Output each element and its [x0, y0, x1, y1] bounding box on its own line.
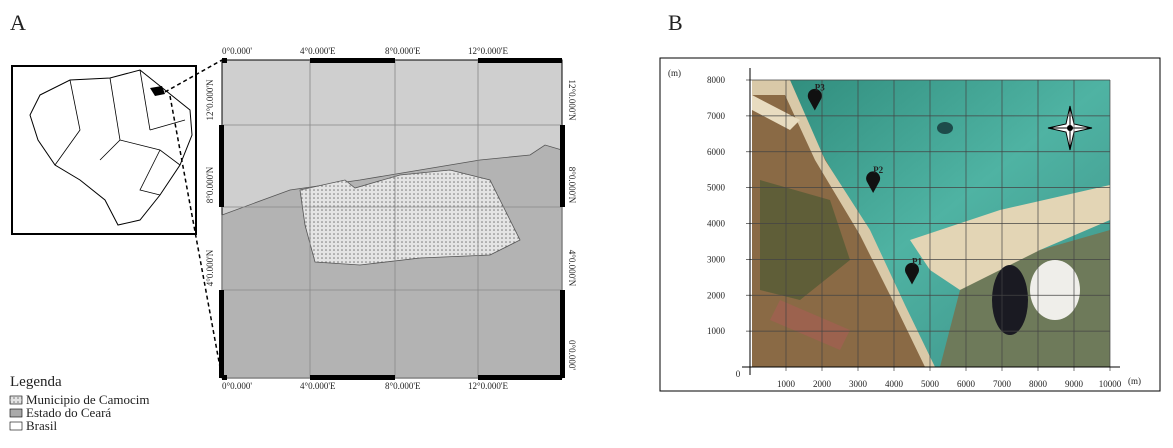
- legend-swatch: [9, 408, 23, 418]
- x-tick-label: 9000: [1065, 379, 1084, 389]
- coord-label: 12°0.000'N: [205, 79, 215, 120]
- point-label: P3: [815, 82, 825, 92]
- coord-label: 8°0.000'E: [385, 46, 421, 56]
- coord-label: 4°0.000'N: [205, 249, 215, 286]
- coord-label: 8°0.000'N: [205, 166, 215, 203]
- ceara-inset: [150, 86, 165, 96]
- y-unit: (m): [668, 68, 681, 78]
- y-tick-label: 3000: [707, 254, 726, 264]
- coord-label: 0°0.000': [222, 46, 252, 56]
- zoom-line: [164, 59, 223, 93]
- y-tick-label: 6000: [707, 147, 726, 157]
- coord-label: 12°0.000'N: [567, 80, 577, 121]
- x-tick-label: 7000: [993, 379, 1012, 389]
- coord-label: 8°0.000'E: [385, 381, 421, 391]
- camocim-municipality: [299, 169, 521, 266]
- coord-label: 12°0.000'E: [468, 381, 508, 391]
- x-tick-label: 4000: [885, 379, 904, 389]
- sample-point: [866, 171, 881, 194]
- x-tick-label: 1000: [777, 379, 796, 389]
- point-label: P2: [873, 165, 883, 175]
- coord-label: 12°0.000'E: [468, 46, 508, 56]
- legend-item: Estado do Ceará: [26, 405, 111, 420]
- x-unit: (m): [1128, 376, 1141, 386]
- x-tick-label: 6000: [957, 379, 976, 389]
- compass-rose: [1047, 105, 1093, 151]
- coord-label: 4°0.000'E: [300, 46, 336, 56]
- legend-item: Brasil: [26, 418, 57, 433]
- state-borders: [54, 69, 186, 196]
- sample-point: [905, 262, 919, 285]
- x-tick-label: 3000: [849, 379, 868, 389]
- sample-point: [807, 88, 822, 111]
- graticule: [222, 60, 562, 378]
- x-tick-label: 8000: [1029, 379, 1048, 389]
- y-tick-label: 4000: [707, 219, 726, 229]
- zoom-line: [169, 95, 223, 379]
- point-label: P1: [912, 256, 922, 266]
- coord-label: 8°0.000'N: [567, 167, 577, 204]
- x-tick-label: 10000: [1099, 379, 1122, 389]
- coord-label: 4°0.000'N: [567, 250, 577, 287]
- coord-label: 4°0.000'E: [300, 381, 336, 391]
- y-tick-label: 5000: [707, 183, 726, 193]
- origin-label: 0: [736, 369, 741, 379]
- legend-swatch: [9, 395, 23, 405]
- y-tick-label: 7000: [707, 111, 726, 121]
- coord-label: 0°0.000': [567, 340, 577, 370]
- frame-bars: [219, 58, 565, 380]
- y-tick-label: 2000: [707, 290, 726, 300]
- panel-label: B: [668, 10, 683, 35]
- x-tick-label: 5000: [921, 379, 940, 389]
- y-tick-label: 8000: [707, 75, 726, 85]
- legend-item: Municipio de Camocim: [26, 392, 149, 407]
- x-tick-label: 2000: [813, 379, 832, 389]
- panel-label: A: [10, 10, 26, 35]
- coord-label: 0°0.000': [222, 381, 252, 391]
- legend-title: Legenda: [10, 374, 62, 390]
- y-tick-label: 1000: [707, 326, 726, 336]
- legend-swatch: [9, 421, 23, 431]
